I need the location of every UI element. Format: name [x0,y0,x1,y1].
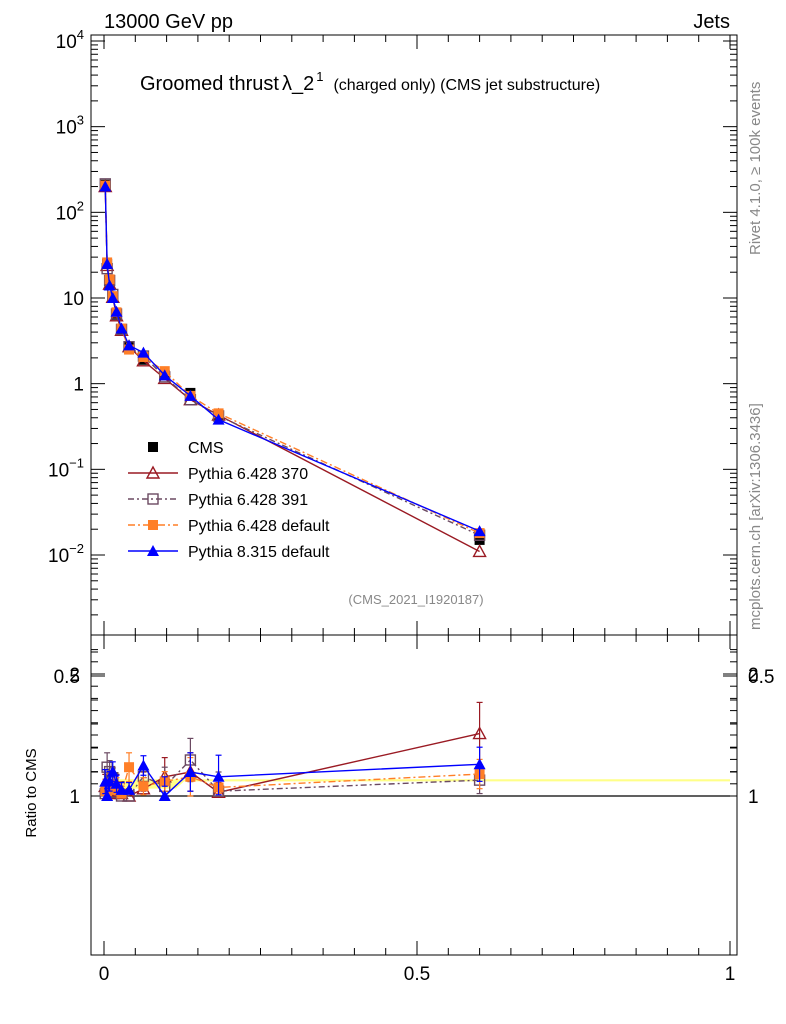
legend-entry-cms: CMS [148,440,224,457]
data-point [115,783,128,795]
data-point [472,726,487,740]
data-point [103,775,116,787]
data-point [103,279,116,291]
legend-entry-pythia6_391: Pythia 6.428 391 [128,492,308,509]
ratio-y-tick-label-right: 2 [748,665,759,686]
ratio-ticks [91,35,737,955]
chart-title: Groomed thrust λ_2 1 (charged only) (CMS je… [140,69,600,95]
data-point [148,520,158,530]
data-point [147,493,159,505]
data-point [158,369,171,381]
data-point [184,766,197,777]
rivet-version-label: Rivet 4.1.0, ≥ 100k events [747,82,764,255]
data-point [110,305,123,317]
data-point [104,274,115,285]
y-tick-label: 102 [56,198,84,224]
ratio-y-tick-label-right: 1 [748,787,759,808]
legend-label: Pythia 6.428 default [188,518,330,535]
data-point [212,413,225,425]
data-point [473,525,486,537]
y-tick-label: 10 [63,289,84,310]
series-pythia6_391 [99,178,486,541]
ratio-y-tick-label-left: 2 [69,665,80,686]
y-tick-label: 103 [56,113,84,139]
ratio-y-tick-label-left: 0.5 [54,667,80,688]
data-point [473,758,486,770]
ratio-series-pythia6_391 [99,737,486,802]
legend-entry-pythia8_default: Pythia 8.315 default [128,544,330,561]
data-point [184,389,197,401]
y-tick-label: 10−2 [48,541,84,567]
data-point [138,781,149,792]
legend-label: Pythia 8.315 default [188,544,330,561]
legend: CMS Pythia 6.428 370 Pythia 6.428 391 Pythi… [128,440,330,561]
ratio-y-axis-label: Ratio to CMS [23,748,40,837]
x-tick-label: 1 [725,964,736,985]
ratio-y-tick-label-right: 0.5 [748,667,774,688]
data-point [148,442,158,452]
main-series [98,178,487,558]
data-point [101,790,114,801]
series-pythia8_default [99,180,486,537]
title-symbol: λ_2 [282,73,314,95]
series-cms [100,179,485,545]
legend-entry-pythia6_default: Pythia 6.428 default [128,518,330,535]
data-point [213,408,224,419]
x-tick-label: 0.5 [404,964,430,985]
ratio-tick-labels: 2 2 1 1 0.5 0.5 0 0.5 1 [54,665,775,985]
data-point [101,257,114,269]
data-point [106,292,119,303]
process-label: Jets [693,11,730,33]
ratio-uncertainty-band [104,779,730,797]
mcplots-label: mcplots.cern.ch [arXiv:1306.3436] [747,403,764,630]
ratio-series-pythia8_default [99,746,486,801]
data-point [147,545,159,556]
legend-label: CMS [188,440,224,457]
legend-entry-pythia6_370: Pythia 6.428 370 [128,465,308,483]
energy-label: 13000 GeV pp [104,11,233,33]
ratio-plot-frame [90,634,738,956]
data-point [99,180,112,192]
series-pythia6_default [100,180,485,539]
data-point [158,790,171,801]
x-tick-label: 0 [99,964,110,985]
ratio-y-tick-label-left: 1 [69,787,80,808]
legend-label: Pythia 6.428 391 [188,492,308,509]
y-tick-label: 1 [73,375,84,396]
y-tick-label: 104 [56,27,84,53]
data-point [472,543,487,558]
main-y-ticks [91,40,737,616]
data-point [137,346,150,358]
outer-band [104,779,730,789]
legend-label: Pythia 6.428 370 [188,466,308,483]
data-point [115,322,128,334]
data-point [106,765,119,777]
ratio-series [98,701,487,802]
data-point [123,783,136,795]
data-point [137,759,150,771]
data-point [145,465,161,479]
y-tick-label: 10−1 [48,455,84,481]
data-point [110,777,123,789]
data-point [123,339,136,351]
data-point [124,762,135,773]
title-main: Groomed thrust [140,73,279,95]
title-superscript: 1 [316,69,323,84]
title-suffix: (charged only) (CMS jet substructure) [333,77,600,94]
data-point [212,770,225,782]
analysis-id: (CMS_2021_I1920187) [348,592,483,607]
